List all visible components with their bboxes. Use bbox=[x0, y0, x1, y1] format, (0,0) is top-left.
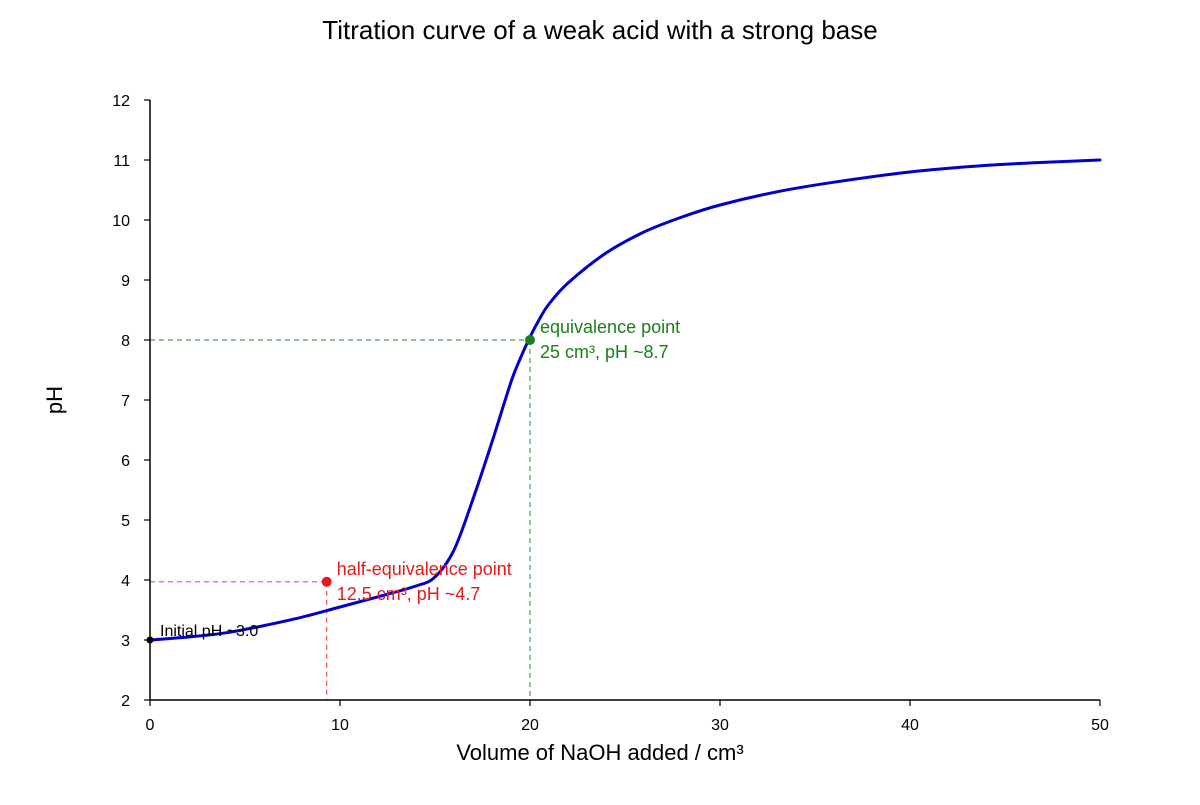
y-tick-label: 8 bbox=[121, 333, 130, 350]
y-tick-label: 12 bbox=[112, 93, 130, 110]
annotations: Initial pH ~3.0 half-equivalence point 12.… bbox=[146, 317, 680, 644]
y-tick-label: 2 bbox=[121, 693, 130, 710]
y-tick-label: 10 bbox=[112, 213, 130, 230]
x-axis-title: Volume of NaOH added / cm³ bbox=[456, 740, 743, 765]
y-tick-label: 5 bbox=[121, 513, 130, 530]
half-equivalence-label-line: 12.5 cm³, pH ~4.7 bbox=[337, 584, 481, 604]
titration-curve-line bbox=[148, 158, 1102, 642]
y-tick-label: 7 bbox=[121, 393, 130, 410]
x-tick-label: 30 bbox=[711, 717, 729, 734]
axes: 0 10 20 30 40 50 2 3 4 5 6 7 8 9 10 11 12 bbox=[112, 93, 1109, 734]
x-tick-label: 40 bbox=[901, 717, 919, 734]
x-tick-label: 50 bbox=[1091, 717, 1109, 734]
equivalence-point-marker bbox=[525, 335, 535, 345]
y-tick-label: 6 bbox=[121, 453, 130, 470]
x-tick-label: 0 bbox=[146, 717, 155, 734]
y-tick-label: 4 bbox=[121, 573, 130, 590]
guide-lines bbox=[150, 339, 531, 700]
x-tick-label: 10 bbox=[331, 717, 349, 734]
half-equivalence-point-marker bbox=[321, 576, 332, 587]
equivalence-label-line: equivalence point bbox=[540, 317, 680, 337]
initial-label-line: Initial pH ~3.0 bbox=[160, 623, 258, 640]
y-tick-label: 3 bbox=[121, 633, 130, 650]
half-equivalence-label-line: half-equivalence point bbox=[337, 559, 512, 579]
chart-title: Titration curve of a weak acid with a st… bbox=[322, 15, 877, 45]
y-axis-title: pH bbox=[42, 386, 67, 414]
initial-point-marker bbox=[146, 636, 154, 644]
y-tick-label: 11 bbox=[113, 153, 130, 170]
equivalence-label-line: 25 cm³, pH ~8.7 bbox=[540, 342, 669, 362]
y-tick-label: 9 bbox=[121, 273, 130, 290]
series-layer bbox=[148, 158, 1102, 642]
x-tick-label: 20 bbox=[521, 717, 539, 734]
